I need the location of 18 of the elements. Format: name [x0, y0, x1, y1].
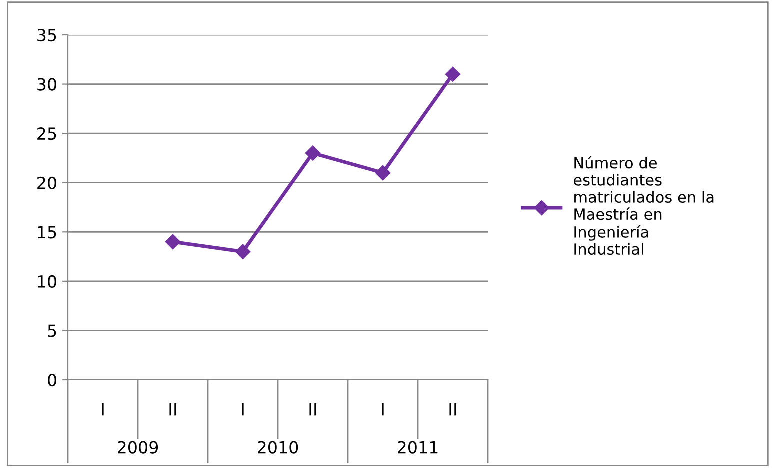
x-tick-label: I	[242, 404, 244, 416]
x-tick-label: II	[450, 404, 456, 416]
x-tick-label: II	[170, 404, 176, 416]
y-tick-label: 25	[38, 128, 56, 140]
y-tick-label: 10	[38, 275, 56, 288]
x-tick-label: I	[102, 404, 104, 416]
x-tick-label: I	[382, 404, 384, 416]
y-tick-label: 20	[38, 176, 56, 190]
y-tick-label: 5	[48, 324, 56, 338]
y-tick-label: 0	[48, 374, 56, 387]
y-tick-label: 35	[38, 28, 56, 42]
text: 2011	[398, 441, 438, 454]
legend-label: Número de estudiantes matriculados en la Maestría en Ingeniería Industrial	[574, 156, 714, 256]
text: 2010	[258, 441, 298, 454]
x-tick-label: II	[310, 404, 316, 416]
text: 2009	[118, 441, 158, 454]
y-tick-label: 30	[38, 78, 56, 91]
y-tick-label: 15	[38, 226, 56, 239]
